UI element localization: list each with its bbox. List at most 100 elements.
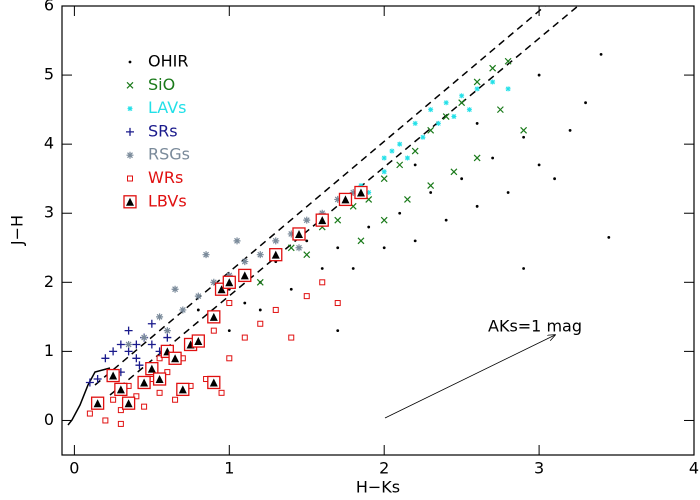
point (451, 114, 457, 120)
dot (398, 211, 402, 215)
x (473, 78, 481, 86)
square (127, 175, 133, 182)
point (117, 420, 124, 427)
square (226, 300, 233, 307)
dot (382, 246, 386, 250)
point (520, 126, 528, 134)
point (222, 275, 236, 289)
x (442, 113, 450, 120)
plus (85, 378, 94, 387)
x (496, 106, 504, 114)
dot (227, 329, 231, 333)
point (241, 258, 249, 266)
dot (258, 308, 262, 312)
point (101, 354, 110, 363)
point (584, 101, 587, 105)
point (109, 347, 118, 356)
point (459, 93, 465, 99)
triangle (209, 312, 218, 321)
point (537, 163, 541, 167)
asterisk (287, 230, 295, 238)
square (86, 410, 93, 417)
point (93, 375, 102, 384)
y-tick-label: 1 (44, 341, 54, 360)
point (420, 134, 426, 140)
x (334, 216, 342, 224)
star (443, 100, 449, 106)
asterisk (171, 285, 179, 293)
point (225, 271, 233, 279)
asterisk (303, 216, 311, 224)
point (305, 239, 309, 243)
triangle (318, 216, 327, 225)
star (428, 107, 434, 113)
triangle (140, 378, 149, 387)
dot (491, 156, 495, 160)
triangle (209, 378, 218, 387)
square (133, 393, 140, 400)
point (210, 327, 217, 334)
star (397, 141, 403, 147)
legend-marker (126, 81, 134, 89)
point (382, 246, 386, 250)
point (411, 147, 419, 155)
x-tick-label: 4 (689, 459, 699, 478)
point (258, 308, 262, 312)
point (179, 306, 187, 314)
point (381, 169, 387, 175)
dot (475, 204, 479, 208)
point (475, 204, 479, 208)
triangle (155, 375, 164, 384)
annotation: AKs=1 mag (488, 317, 582, 336)
square (141, 403, 148, 410)
dot (413, 163, 417, 167)
point (607, 236, 611, 239)
asterisk (318, 209, 326, 217)
point (397, 141, 403, 147)
triangle (356, 188, 365, 197)
square (272, 306, 279, 313)
plus (126, 127, 134, 136)
plus (163, 333, 172, 342)
point (168, 351, 182, 365)
point (256, 251, 264, 259)
star (435, 120, 441, 126)
square (319, 279, 326, 286)
x (404, 195, 411, 203)
dot (367, 225, 371, 229)
star (381, 155, 387, 161)
point (140, 334, 148, 342)
point (269, 248, 283, 262)
point (496, 106, 504, 114)
legend-label: WRs (148, 168, 183, 187)
plus (132, 340, 141, 349)
star (505, 86, 511, 92)
point (458, 99, 466, 107)
point (367, 225, 371, 229)
point (381, 155, 387, 161)
plus (124, 326, 133, 335)
point (145, 362, 159, 376)
point (412, 120, 418, 126)
point (404, 195, 411, 203)
x-tick-label: 0 (69, 459, 79, 478)
point (163, 327, 171, 335)
asterisk (295, 244, 303, 252)
point (292, 227, 306, 241)
point (272, 237, 280, 245)
dot (128, 60, 132, 64)
dot (320, 267, 324, 270)
star (466, 107, 472, 113)
legend-label: OHIR (148, 52, 188, 71)
point (334, 216, 342, 224)
dot (599, 52, 603, 56)
asterisk (156, 313, 164, 321)
point (110, 396, 117, 403)
asterisk (256, 251, 264, 259)
point (303, 293, 310, 300)
star (459, 93, 465, 99)
point (121, 396, 136, 410)
legend-label: RSGs (148, 145, 190, 164)
x-tick-label: 1 (224, 459, 234, 478)
point (202, 251, 210, 259)
